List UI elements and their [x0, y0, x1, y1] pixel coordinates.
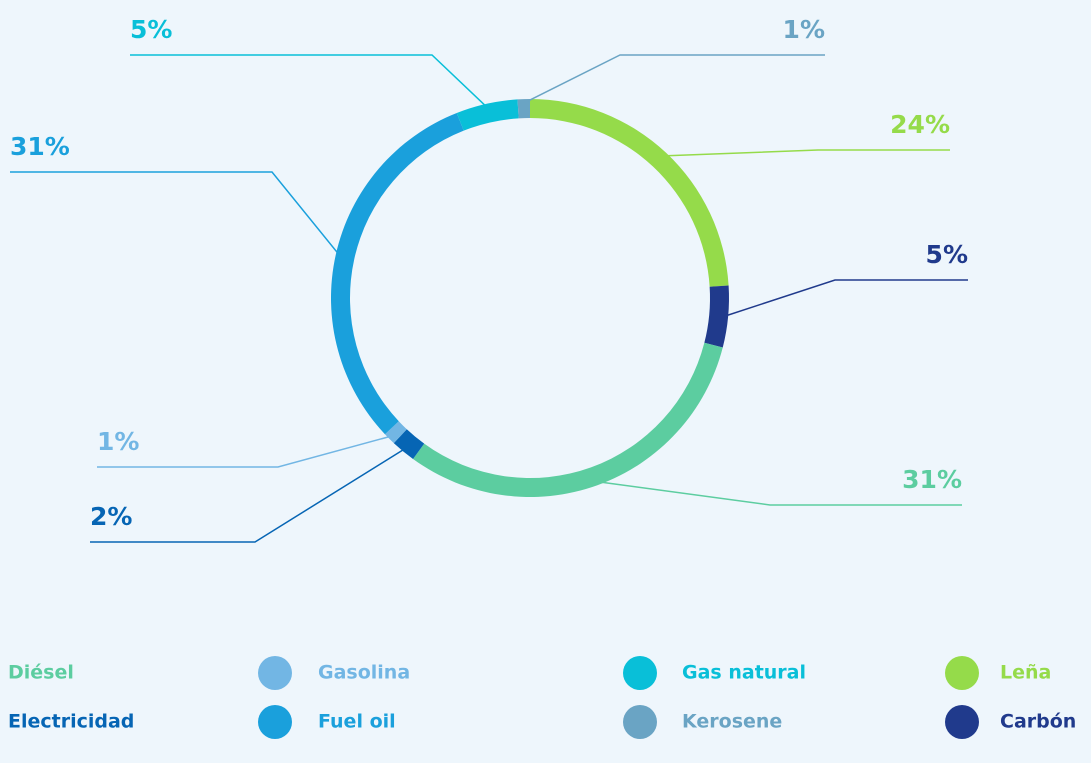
legend-label: Leña	[1000, 662, 1051, 684]
data-label: 1%	[783, 15, 825, 44]
legend-swatch	[945, 656, 979, 690]
leader-line	[90, 447, 407, 543]
legend-swatch	[258, 705, 292, 739]
slice	[393, 429, 425, 459]
legend-label: Gas natural	[682, 662, 806, 684]
legend-label: Carbón	[1000, 711, 1076, 733]
leader-line	[723, 279, 968, 318]
legend-swatch	[258, 656, 292, 690]
slice	[413, 342, 723, 497]
leader-line	[663, 149, 950, 157]
legend-label: Fuel oil	[318, 711, 396, 733]
slice	[517, 99, 530, 119]
data-label: 5%	[130, 15, 172, 44]
data-label: 24%	[890, 110, 950, 139]
legend-label: Kerosene	[682, 711, 782, 733]
data-label: 31%	[10, 132, 70, 161]
legend-swatch	[945, 705, 979, 739]
leader-line	[97, 435, 393, 468]
legend-label: Diésel	[8, 662, 74, 684]
slice	[530, 99, 729, 287]
slice	[331, 112, 464, 435]
leader-line	[523, 54, 825, 104]
slice	[456, 99, 519, 131]
legend-label: Gasolina	[318, 662, 410, 684]
legend-label: Electricidad	[8, 711, 134, 733]
data-label: 2%	[90, 502, 132, 531]
data-label: 1%	[97, 427, 139, 456]
leader-line	[595, 480, 962, 506]
legend-swatch	[623, 656, 657, 690]
leader-line	[10, 171, 341, 256]
slice	[704, 285, 729, 348]
leader-line	[130, 54, 488, 109]
data-label: 5%	[926, 240, 968, 269]
slice	[384, 421, 407, 444]
data-label: 31%	[902, 465, 962, 494]
legend-swatch	[623, 705, 657, 739]
